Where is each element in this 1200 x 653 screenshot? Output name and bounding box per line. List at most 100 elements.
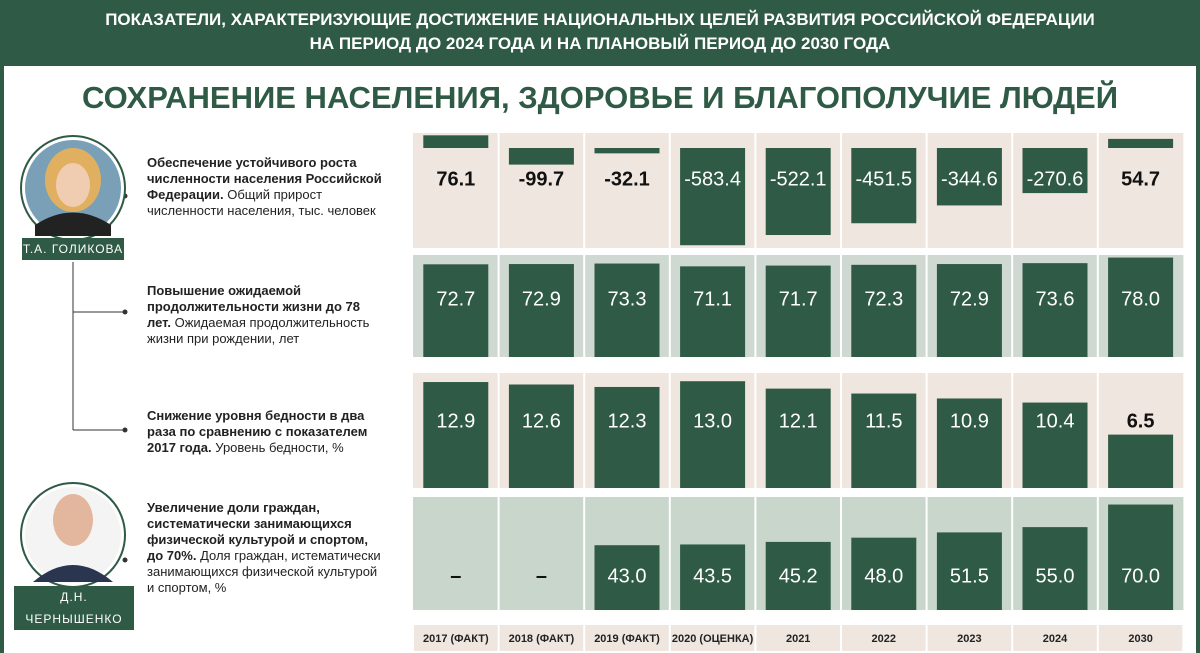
value-label: 51.5 — [950, 565, 989, 587]
value-label: 73.3 — [608, 288, 647, 310]
category-cell — [756, 625, 840, 651]
value-label: – — [450, 565, 461, 587]
x-tick-label: 2017 (ФАКТ) — [423, 633, 489, 645]
category-cell — [927, 625, 1012, 651]
connectors — [72, 262, 125, 431]
category-cell — [499, 625, 584, 651]
value-label: 43.5 — [693, 565, 732, 587]
bar — [1108, 138, 1174, 148]
row-title: Увеличение доли граждан, систематически … — [147, 500, 369, 563]
bar — [423, 135, 489, 148]
bar — [423, 382, 489, 488]
value-label: 71.1 — [693, 288, 732, 310]
row-subtitle: Общий прирост численности населения, тыс… — [147, 187, 376, 218]
header-title: ПОКАЗАТЕЛИ, ХАРАКТЕРИЗУЮЩИЕ ДОСТИЖЕНИЕ Н… — [105, 10, 1095, 29]
category-cell — [1013, 625, 1097, 651]
value-label: 54.7 — [1121, 168, 1160, 190]
value-label: 48.0 — [864, 565, 903, 587]
category-cell — [414, 625, 498, 651]
x-tick-label: 2018 (ФАКТ) — [509, 633, 575, 645]
person-name: Д.Н. ЧЕРНЫШЕНКО — [14, 586, 134, 630]
category-cell — [842, 625, 926, 651]
row-description: Обеспечение устойчивого роста численност… — [147, 155, 387, 219]
bar — [936, 532, 1002, 610]
row-subtitle: Уровень бедности, % — [215, 440, 344, 455]
value-label: 11.5 — [865, 410, 902, 432]
value-label: -32.1 — [604, 168, 650, 190]
value-label: 72.9 — [950, 288, 989, 310]
x-tick-label: 2022 — [872, 633, 896, 645]
x-tick-label: 2023 — [957, 633, 981, 645]
x-tick-label: 2019 (ФАКТ) — [594, 633, 660, 645]
value-label: 78.0 — [1121, 288, 1160, 310]
bar — [1022, 402, 1088, 488]
x-tick-label: 2021 — [786, 633, 810, 645]
bar — [594, 148, 660, 154]
value-label: 72.3 — [864, 288, 903, 310]
value-label: -451.5 — [855, 168, 912, 190]
value-label: 12.3 — [608, 410, 647, 432]
bar — [508, 148, 574, 165]
bar — [936, 264, 1002, 357]
value-label: 72.9 — [522, 288, 561, 310]
value-label: 12.6 — [522, 410, 561, 432]
bar — [680, 544, 746, 610]
value-label: 71.7 — [779, 288, 818, 310]
value-label: -99.7 — [519, 168, 565, 190]
category-cell — [670, 625, 755, 651]
photo — [20, 482, 126, 588]
bar — [765, 388, 831, 488]
bar — [1108, 257, 1174, 357]
bar — [423, 264, 489, 357]
bar — [851, 393, 917, 488]
row-description: Повышение ожидаемой продолжительности жи… — [147, 283, 387, 347]
bar — [851, 148, 917, 224]
value-label: -344.6 — [941, 168, 998, 190]
value-label: 45.2 — [779, 565, 818, 587]
value-label: -270.6 — [1027, 168, 1084, 190]
bar — [594, 263, 660, 357]
bar — [680, 148, 746, 246]
x-tick-label: 2030 — [1128, 633, 1152, 645]
bar — [680, 381, 746, 488]
bar — [851, 537, 917, 610]
bar — [594, 545, 660, 610]
category-cell — [1098, 625, 1183, 651]
row-title: Снижение уровня бедности в два раза по с… — [147, 408, 368, 455]
bar — [680, 266, 746, 357]
row-subtitle: Доля граждан, истематически занимающихся… — [147, 548, 381, 595]
bar — [508, 384, 574, 488]
value-label: 55.0 — [1036, 565, 1075, 587]
bar — [765, 541, 831, 610]
value-label: 13.0 — [693, 410, 732, 432]
row-description: Увеличение доли граждан, систематически … — [147, 500, 387, 596]
value-label: -522.1 — [770, 168, 827, 190]
value-label: 10.9 — [950, 410, 989, 432]
row-title: Повышение ожидаемой продолжительности жи… — [147, 283, 360, 330]
photo — [20, 135, 126, 241]
value-label: 6.5 — [1127, 410, 1155, 432]
value-label: 73.6 — [1036, 288, 1075, 310]
bar — [1108, 504, 1174, 610]
bar — [1022, 263, 1088, 357]
bar — [851, 264, 917, 357]
bar — [765, 148, 831, 236]
bar — [594, 386, 660, 488]
person-name: Т.А. ГОЛИКОВА — [22, 238, 124, 260]
value-label: 72.7 — [436, 288, 475, 310]
row-title: Обеспечение устойчивого роста численност… — [147, 155, 382, 202]
bar — [508, 264, 574, 357]
category-cell — [585, 625, 669, 651]
value-label: 70.0 — [1121, 565, 1160, 587]
x-tick-label: 2024 — [1043, 633, 1068, 645]
x-tick-label: 2020 (ОЦЕНКА) — [672, 633, 754, 645]
value-label: 43.0 — [608, 565, 647, 587]
value-label: 12.9 — [436, 410, 475, 432]
bar — [936, 148, 1002, 206]
value-label: 10.4 — [1036, 410, 1075, 432]
section-title: СОХРАНЕНИЕ НАСЕЛЕНИЯ, ЗДОРОВЬЕ И БЛАГОПО… — [81, 80, 1119, 115]
bar — [765, 265, 831, 357]
value-label: -583.4 — [684, 168, 741, 190]
